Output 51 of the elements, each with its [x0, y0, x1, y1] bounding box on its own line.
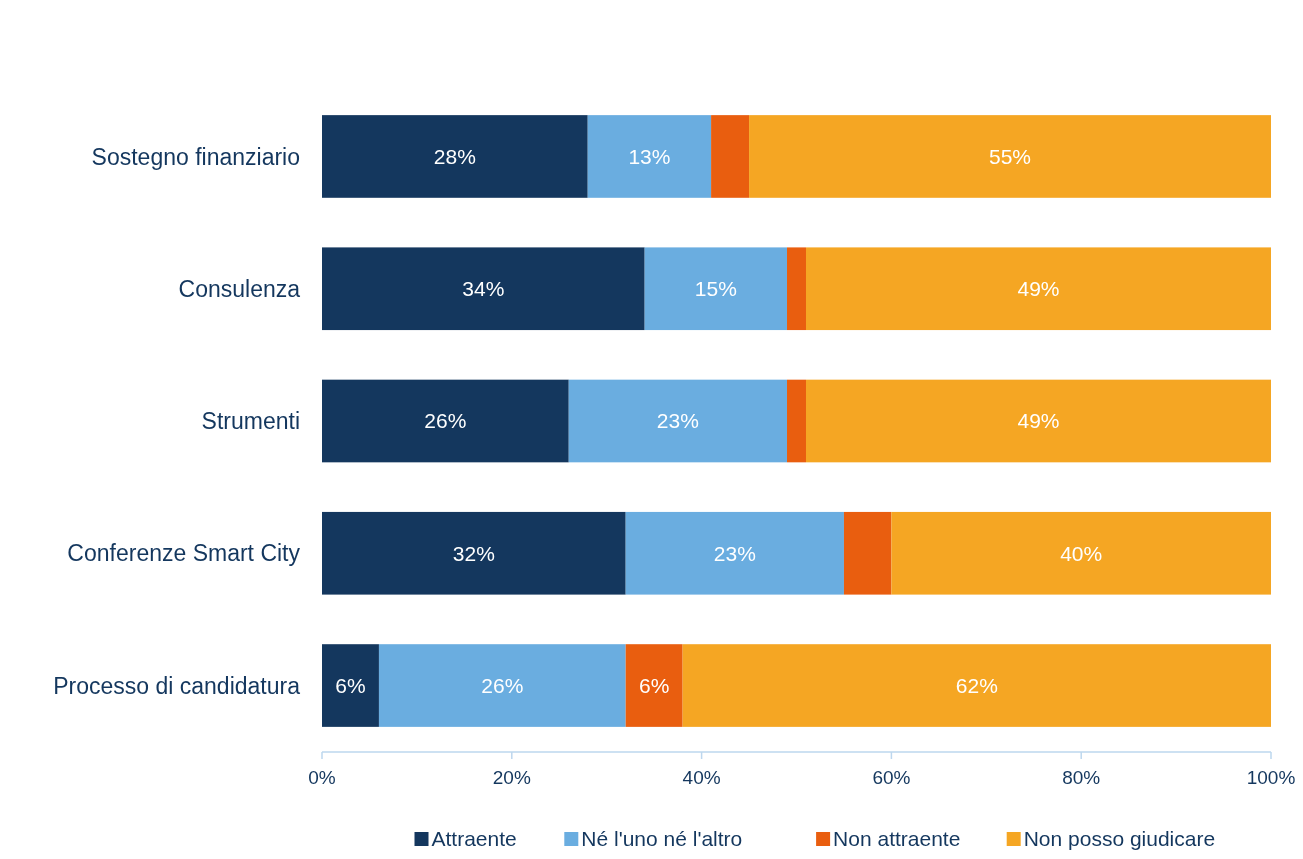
data-label: 28%: [433, 144, 476, 168]
bar: [378, 644, 626, 727]
bar: [568, 379, 788, 463]
data-label: 23%: [713, 541, 756, 565]
bar: [682, 644, 1271, 727]
data-label: 6%: [335, 673, 366, 697]
y-tick-label: Conferenze Smart City: [67, 540, 301, 567]
data-label: 32%: [452, 541, 495, 565]
x-tick-label: 40%: [682, 767, 721, 788]
y-tick-label: Sostegno finanziario: [91, 143, 300, 170]
bar: [322, 379, 569, 463]
data-label: 49%: [1017, 409, 1060, 433]
y-tick-label: Strumenti: [201, 408, 300, 435]
bar: [644, 247, 788, 331]
bar: [625, 644, 683, 727]
y-tick-label: Consulenza: [178, 275, 301, 302]
data-label: 49%: [1017, 277, 1060, 301]
bar: [891, 511, 1271, 595]
bar: [322, 115, 588, 198]
x-tick-label: 20%: [492, 767, 531, 788]
y-tick-label: Processo di candidatura: [53, 672, 301, 699]
data-label: 23%: [656, 409, 699, 433]
legend-label: Né l'uno né l'altro: [581, 827, 743, 850]
data-label: 26%: [481, 673, 524, 697]
x-tick-label: 0%: [308, 767, 336, 788]
data-label: 13%: [628, 144, 671, 168]
bar: [322, 511, 626, 595]
x-tick-label: 80%: [1062, 767, 1101, 788]
legend-label: Non attraente: [833, 827, 961, 850]
x-tick-label: 100%: [1246, 767, 1296, 788]
bar: [749, 115, 1271, 198]
data-label: 15%: [694, 277, 737, 301]
bar: [322, 247, 645, 331]
bar: [787, 247, 806, 331]
data-label: 34%: [462, 277, 505, 301]
data-label: 26%: [424, 409, 467, 433]
data-label: 40%: [1060, 541, 1103, 565]
bar: [805, 379, 1271, 463]
data-label: 55%: [989, 144, 1032, 168]
bar: [587, 115, 712, 198]
data-label: 6%: [638, 673, 670, 697]
legend-label: Attraente: [431, 827, 517, 850]
bar: [843, 511, 892, 595]
bar: [805, 247, 1271, 331]
bar: [625, 511, 844, 595]
bar: [787, 379, 806, 463]
x-tick-label: 60%: [872, 767, 911, 788]
bar: [322, 644, 379, 727]
data-label: 62%: [955, 673, 998, 697]
bar: [711, 115, 750, 198]
legend-label: Non posso giudicare: [1023, 827, 1216, 850]
